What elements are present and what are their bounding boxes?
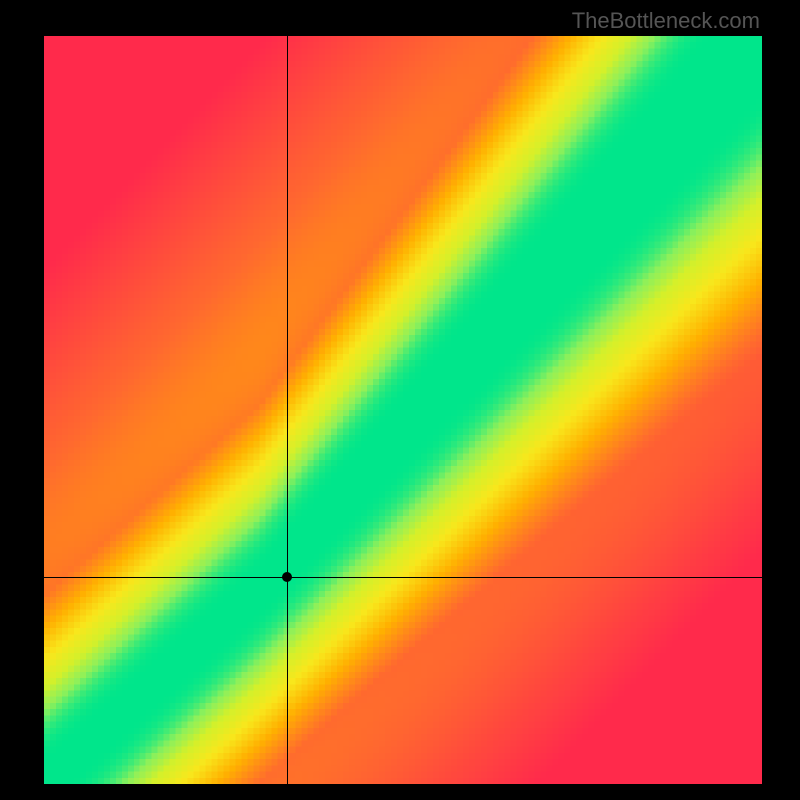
- heatmap-canvas: [44, 36, 762, 784]
- watermark-text: TheBottleneck.com: [572, 8, 760, 34]
- crosshair-horizontal: [44, 577, 762, 578]
- heatmap-plot: [44, 36, 762, 784]
- crosshair-vertical: [287, 36, 288, 784]
- crosshair-marker: [282, 572, 292, 582]
